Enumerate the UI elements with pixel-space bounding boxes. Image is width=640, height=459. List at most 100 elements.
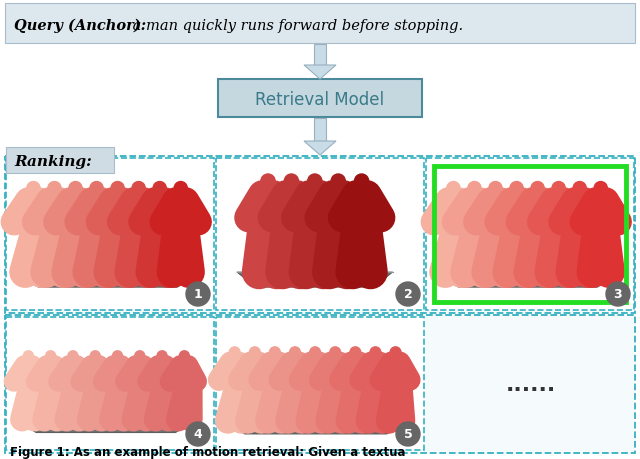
Circle shape [90,182,103,195]
Circle shape [90,351,100,361]
Polygon shape [14,420,197,433]
Polygon shape [43,363,61,391]
Text: Ranking:: Ranking: [14,155,92,168]
Polygon shape [570,198,589,234]
Polygon shape [486,198,508,234]
Text: 2: 2 [404,288,412,301]
Polygon shape [465,198,488,234]
Polygon shape [267,360,285,390]
Text: 1: 1 [194,288,202,301]
Polygon shape [65,363,83,391]
FancyBboxPatch shape [426,159,634,310]
Circle shape [331,174,346,189]
Text: Retrieval Model: Retrieval Model [255,91,385,109]
Text: ......: ...... [506,374,556,394]
FancyBboxPatch shape [216,317,424,450]
Text: 3: 3 [614,288,622,301]
Circle shape [153,182,166,195]
Circle shape [186,422,210,446]
Circle shape [69,182,82,195]
Polygon shape [110,363,127,391]
Circle shape [229,347,240,358]
Circle shape [510,182,523,195]
Circle shape [174,182,188,195]
Polygon shape [287,360,305,390]
Text: 5: 5 [404,428,412,441]
Circle shape [573,182,586,195]
Circle shape [27,182,40,195]
Circle shape [396,422,420,446]
Text: a man quickly runs forward before stopping.: a man quickly runs forward before stoppi… [128,19,463,33]
Polygon shape [351,191,372,231]
FancyBboxPatch shape [314,119,326,142]
FancyBboxPatch shape [216,159,424,310]
Circle shape [48,182,61,195]
Circle shape [290,347,300,358]
Polygon shape [24,198,47,234]
FancyBboxPatch shape [5,315,635,453]
Circle shape [390,347,401,358]
Circle shape [355,174,369,189]
Text: Figure 1: As an example of motion retrieval: Given a textua: Figure 1: As an example of motion retrie… [10,446,406,459]
Circle shape [447,182,460,195]
Polygon shape [548,198,568,234]
FancyBboxPatch shape [218,80,422,118]
Circle shape [552,182,565,195]
Polygon shape [21,363,38,391]
Circle shape [269,347,280,358]
Polygon shape [528,198,548,234]
Polygon shape [307,360,325,390]
Polygon shape [507,198,528,234]
Polygon shape [237,272,393,288]
FancyBboxPatch shape [5,157,635,313]
Polygon shape [304,66,336,80]
Circle shape [284,174,298,189]
Text: 4: 4 [194,428,202,441]
Circle shape [186,282,210,306]
Polygon shape [222,421,410,434]
Circle shape [68,351,78,361]
Circle shape [396,282,420,306]
Polygon shape [387,360,404,390]
Polygon shape [88,363,105,391]
Polygon shape [444,198,467,234]
Polygon shape [45,198,68,234]
Polygon shape [86,198,108,234]
Circle shape [179,351,189,361]
FancyBboxPatch shape [5,4,635,44]
Polygon shape [155,363,172,391]
Polygon shape [227,360,246,390]
Circle shape [330,347,340,358]
Polygon shape [367,360,384,390]
Polygon shape [171,198,191,234]
Polygon shape [327,360,345,390]
Polygon shape [246,360,266,390]
Circle shape [606,282,630,306]
Polygon shape [66,198,88,234]
Circle shape [531,182,544,195]
Polygon shape [304,142,336,156]
Circle shape [370,347,381,358]
Circle shape [308,174,322,189]
Polygon shape [281,191,302,231]
FancyBboxPatch shape [6,317,214,450]
Circle shape [135,351,145,361]
Polygon shape [132,363,150,391]
Text: Query (Anchor):: Query (Anchor): [14,19,146,33]
FancyBboxPatch shape [6,159,214,310]
Circle shape [157,351,167,361]
Polygon shape [17,272,200,288]
Circle shape [250,347,260,358]
Circle shape [24,351,33,361]
Polygon shape [257,191,278,231]
Polygon shape [328,191,349,231]
Polygon shape [108,198,128,234]
Polygon shape [591,198,611,234]
Circle shape [113,351,122,361]
FancyBboxPatch shape [314,45,326,66]
Polygon shape [436,272,620,288]
FancyBboxPatch shape [6,148,114,174]
Circle shape [261,174,275,189]
Circle shape [489,182,502,195]
Circle shape [350,347,361,358]
